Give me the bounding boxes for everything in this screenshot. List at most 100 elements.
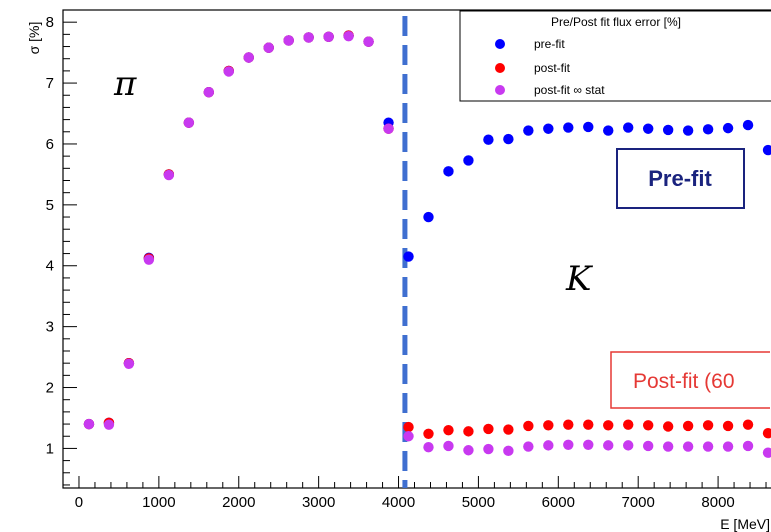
- data-point-prefit: [563, 122, 574, 133]
- k-region-label: K: [565, 259, 594, 299]
- data-point-postfit: [623, 419, 634, 430]
- data-point-postfit: [742, 419, 754, 430]
- y-tick-label: 4: [46, 258, 54, 275]
- legend-box: [459, 10, 771, 102]
- prefit-annotation-label: Pre-fit: [648, 166, 712, 191]
- x-tick-label: 7000: [622, 494, 655, 511]
- data-point-postfit-stat: [243, 52, 254, 63]
- x-tick-label: 4000: [382, 494, 415, 511]
- x-tick-label: 2000: [222, 494, 255, 511]
- data-point-postfit-stat: [223, 66, 234, 77]
- data-point-postfit-stat: [303, 32, 314, 43]
- data-point-postfit: [423, 428, 434, 440]
- x-tick-label: 5000: [462, 494, 495, 511]
- data-point-prefit: [443, 166, 454, 177]
- data-point-prefit: [722, 122, 734, 134]
- legend-marker-prefit: [495, 39, 505, 49]
- data-point-postfit-stat: [503, 445, 514, 457]
- y-axis-title: σ [%]: [26, 22, 42, 55]
- postfit-annotation: Post-fit (60: [610, 351, 770, 409]
- data-point-postfit-stat: [323, 31, 334, 42]
- data-point-postfit: [403, 421, 414, 433]
- data-point-postfit-stat: [642, 440, 654, 452]
- data-point-postfit-stat: [483, 443, 494, 455]
- data-point-postfit-stat: [103, 419, 115, 430]
- data-point-postfit: [583, 419, 594, 430]
- plot-frame: [62, 9, 771, 489]
- pi-region-label: π: [113, 64, 137, 104]
- legend-marker-postfit-stat: [495, 85, 505, 95]
- data-point-postfit-stat: [603, 440, 614, 451]
- y-tick-label: 8: [46, 14, 54, 31]
- data-point-postfit-stat: [283, 35, 294, 46]
- x-tick-label: 1000: [142, 494, 175, 511]
- x-tick-label: 6000: [542, 494, 575, 511]
- data-point-prefit: [742, 119, 754, 131]
- data-point-postfit-stat: [343, 30, 354, 42]
- legend-label-postfit-stat: post-fit ∞ stat: [534, 83, 605, 97]
- data-point-postfit-stat: [383, 123, 394, 134]
- x-tick-label: 0: [75, 494, 83, 511]
- data-point-postfit-stat: [682, 441, 694, 452]
- data-point-prefit: [702, 124, 714, 135]
- data-point-postfit: [603, 420, 614, 431]
- data-point-postfit: [523, 420, 534, 432]
- data-point-postfit-stat: [702, 441, 714, 452]
- data-point-postfit-stat: [183, 117, 195, 128]
- postfit-annotation-label: Post-fit (60: [633, 370, 735, 393]
- data-point-prefit: [483, 134, 494, 145]
- data-point-postfit-stat: [762, 447, 771, 458]
- data-point-prefit: [762, 144, 771, 156]
- y-tick-label: 1: [46, 440, 54, 457]
- data-point-postfit-stat: [463, 445, 474, 456]
- legend-title: Pre/Post fit flux error [%]: [551, 15, 681, 29]
- y-tick-label: 2: [46, 380, 54, 397]
- data-point-postfit-stat: [543, 440, 554, 451]
- data-point-prefit: [503, 133, 514, 145]
- data-point-postfit-stat: [623, 440, 634, 451]
- x-axis-title: E [MeV]: [720, 516, 770, 532]
- data-point-postfit-stat: [423, 442, 434, 453]
- data-point-postfit-stat: [143, 254, 155, 265]
- data-point-prefit: [463, 155, 474, 166]
- data-point-prefit: [583, 121, 594, 133]
- legend-marker-postfit: [495, 63, 505, 73]
- data-point-postfit-stat: [742, 440, 754, 452]
- data-point-prefit: [423, 211, 434, 223]
- x-tick-label: 8000: [701, 494, 734, 511]
- data-point-prefit: [403, 251, 414, 262]
- data-point-postfit-stat: [403, 431, 414, 442]
- data-point-prefit: [543, 123, 554, 134]
- data-point-postfit: [702, 420, 714, 431]
- x-tick-label: 3000: [302, 494, 335, 511]
- data-point-prefit: [603, 125, 614, 136]
- data-point-postfit: [503, 424, 514, 435]
- data-point-postfit-stat: [523, 441, 534, 452]
- data-point-prefit: [623, 122, 634, 133]
- data-point-postfit: [762, 427, 771, 439]
- data-point-postfit-stat: [583, 439, 594, 450]
- data-point-postfit-stat: [123, 358, 135, 369]
- data-point-postfit-stat: [203, 87, 214, 98]
- data-point-postfit: [662, 421, 674, 432]
- prefit-annotation-box: [616, 148, 745, 209]
- data-point-postfit-stat: [722, 441, 734, 452]
- data-point-postfit: [563, 419, 574, 430]
- prefit-annotation: Pre-fit: [616, 148, 745, 209]
- data-point-postfit-stat: [443, 440, 454, 452]
- y-tick-label: 7: [46, 75, 54, 92]
- data-point-postfit-stat: [363, 36, 374, 47]
- data-point-prefit: [523, 125, 534, 136]
- data-point-postfit-stat: [263, 42, 274, 53]
- data-point-postfit: [682, 420, 694, 432]
- y-tick-label: 5: [46, 197, 54, 214]
- data-point-postfit-stat: [563, 439, 574, 450]
- legend: Pre/Post fit flux error [%] pre-fit post…: [459, 10, 771, 102]
- data-point-prefit: [662, 124, 674, 136]
- data-point-postfit: [722, 420, 734, 432]
- data-point-prefit: [642, 123, 654, 134]
- data-point-prefit: [682, 125, 694, 136]
- legend-label-prefit: pre-fit: [534, 37, 565, 51]
- y-tick-label: 3: [46, 319, 54, 336]
